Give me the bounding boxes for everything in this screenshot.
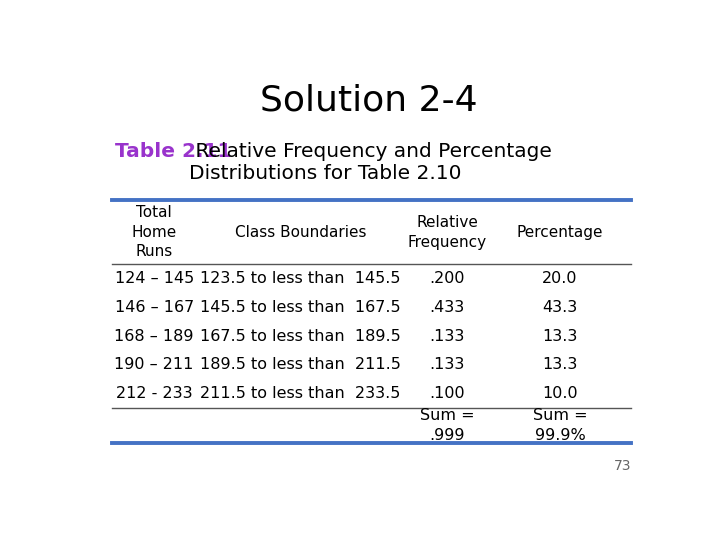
- Text: .200: .200: [429, 271, 465, 286]
- Text: Total
Home
Runs: Total Home Runs: [132, 205, 177, 259]
- Text: 13.3: 13.3: [542, 329, 578, 343]
- Text: 212 - 233: 212 - 233: [116, 386, 192, 401]
- Text: Relative
Frequency: Relative Frequency: [408, 215, 487, 249]
- Text: 10.0: 10.0: [542, 386, 578, 401]
- Text: 124 – 145: 124 – 145: [114, 271, 194, 286]
- Text: Solution 2-4: Solution 2-4: [260, 84, 478, 118]
- Text: Percentage: Percentage: [517, 225, 603, 240]
- Text: 146 – 167: 146 – 167: [114, 300, 194, 315]
- Text: Class Boundaries: Class Boundaries: [235, 225, 366, 240]
- Text: .133: .133: [429, 357, 465, 372]
- Text: 20.0: 20.0: [542, 271, 578, 286]
- Text: 211.5 to less than  233.5: 211.5 to less than 233.5: [200, 386, 401, 401]
- Text: .100: .100: [429, 386, 465, 401]
- Text: .433: .433: [430, 300, 464, 315]
- Text: 43.3: 43.3: [542, 300, 577, 315]
- Text: Sum =
.999: Sum = .999: [420, 408, 474, 443]
- Text: Table 2.11: Table 2.11: [115, 141, 232, 161]
- Text: 189.5 to less than  211.5: 189.5 to less than 211.5: [200, 357, 401, 372]
- Text: 167.5 to less than  189.5: 167.5 to less than 189.5: [200, 329, 401, 343]
- Text: 13.3: 13.3: [542, 357, 578, 372]
- Text: 123.5 to less than  145.5: 123.5 to less than 145.5: [200, 271, 401, 286]
- Text: Relative Frequency and Percentage
Distributions for Table 2.10: Relative Frequency and Percentage Distri…: [189, 141, 552, 183]
- Text: 73: 73: [613, 459, 631, 473]
- Text: Sum =
99.9%: Sum = 99.9%: [533, 408, 588, 443]
- Text: 168 – 189: 168 – 189: [114, 329, 194, 343]
- Text: 190 – 211: 190 – 211: [114, 357, 194, 372]
- Text: .133: .133: [429, 329, 465, 343]
- Text: 145.5 to less than  167.5: 145.5 to less than 167.5: [200, 300, 401, 315]
